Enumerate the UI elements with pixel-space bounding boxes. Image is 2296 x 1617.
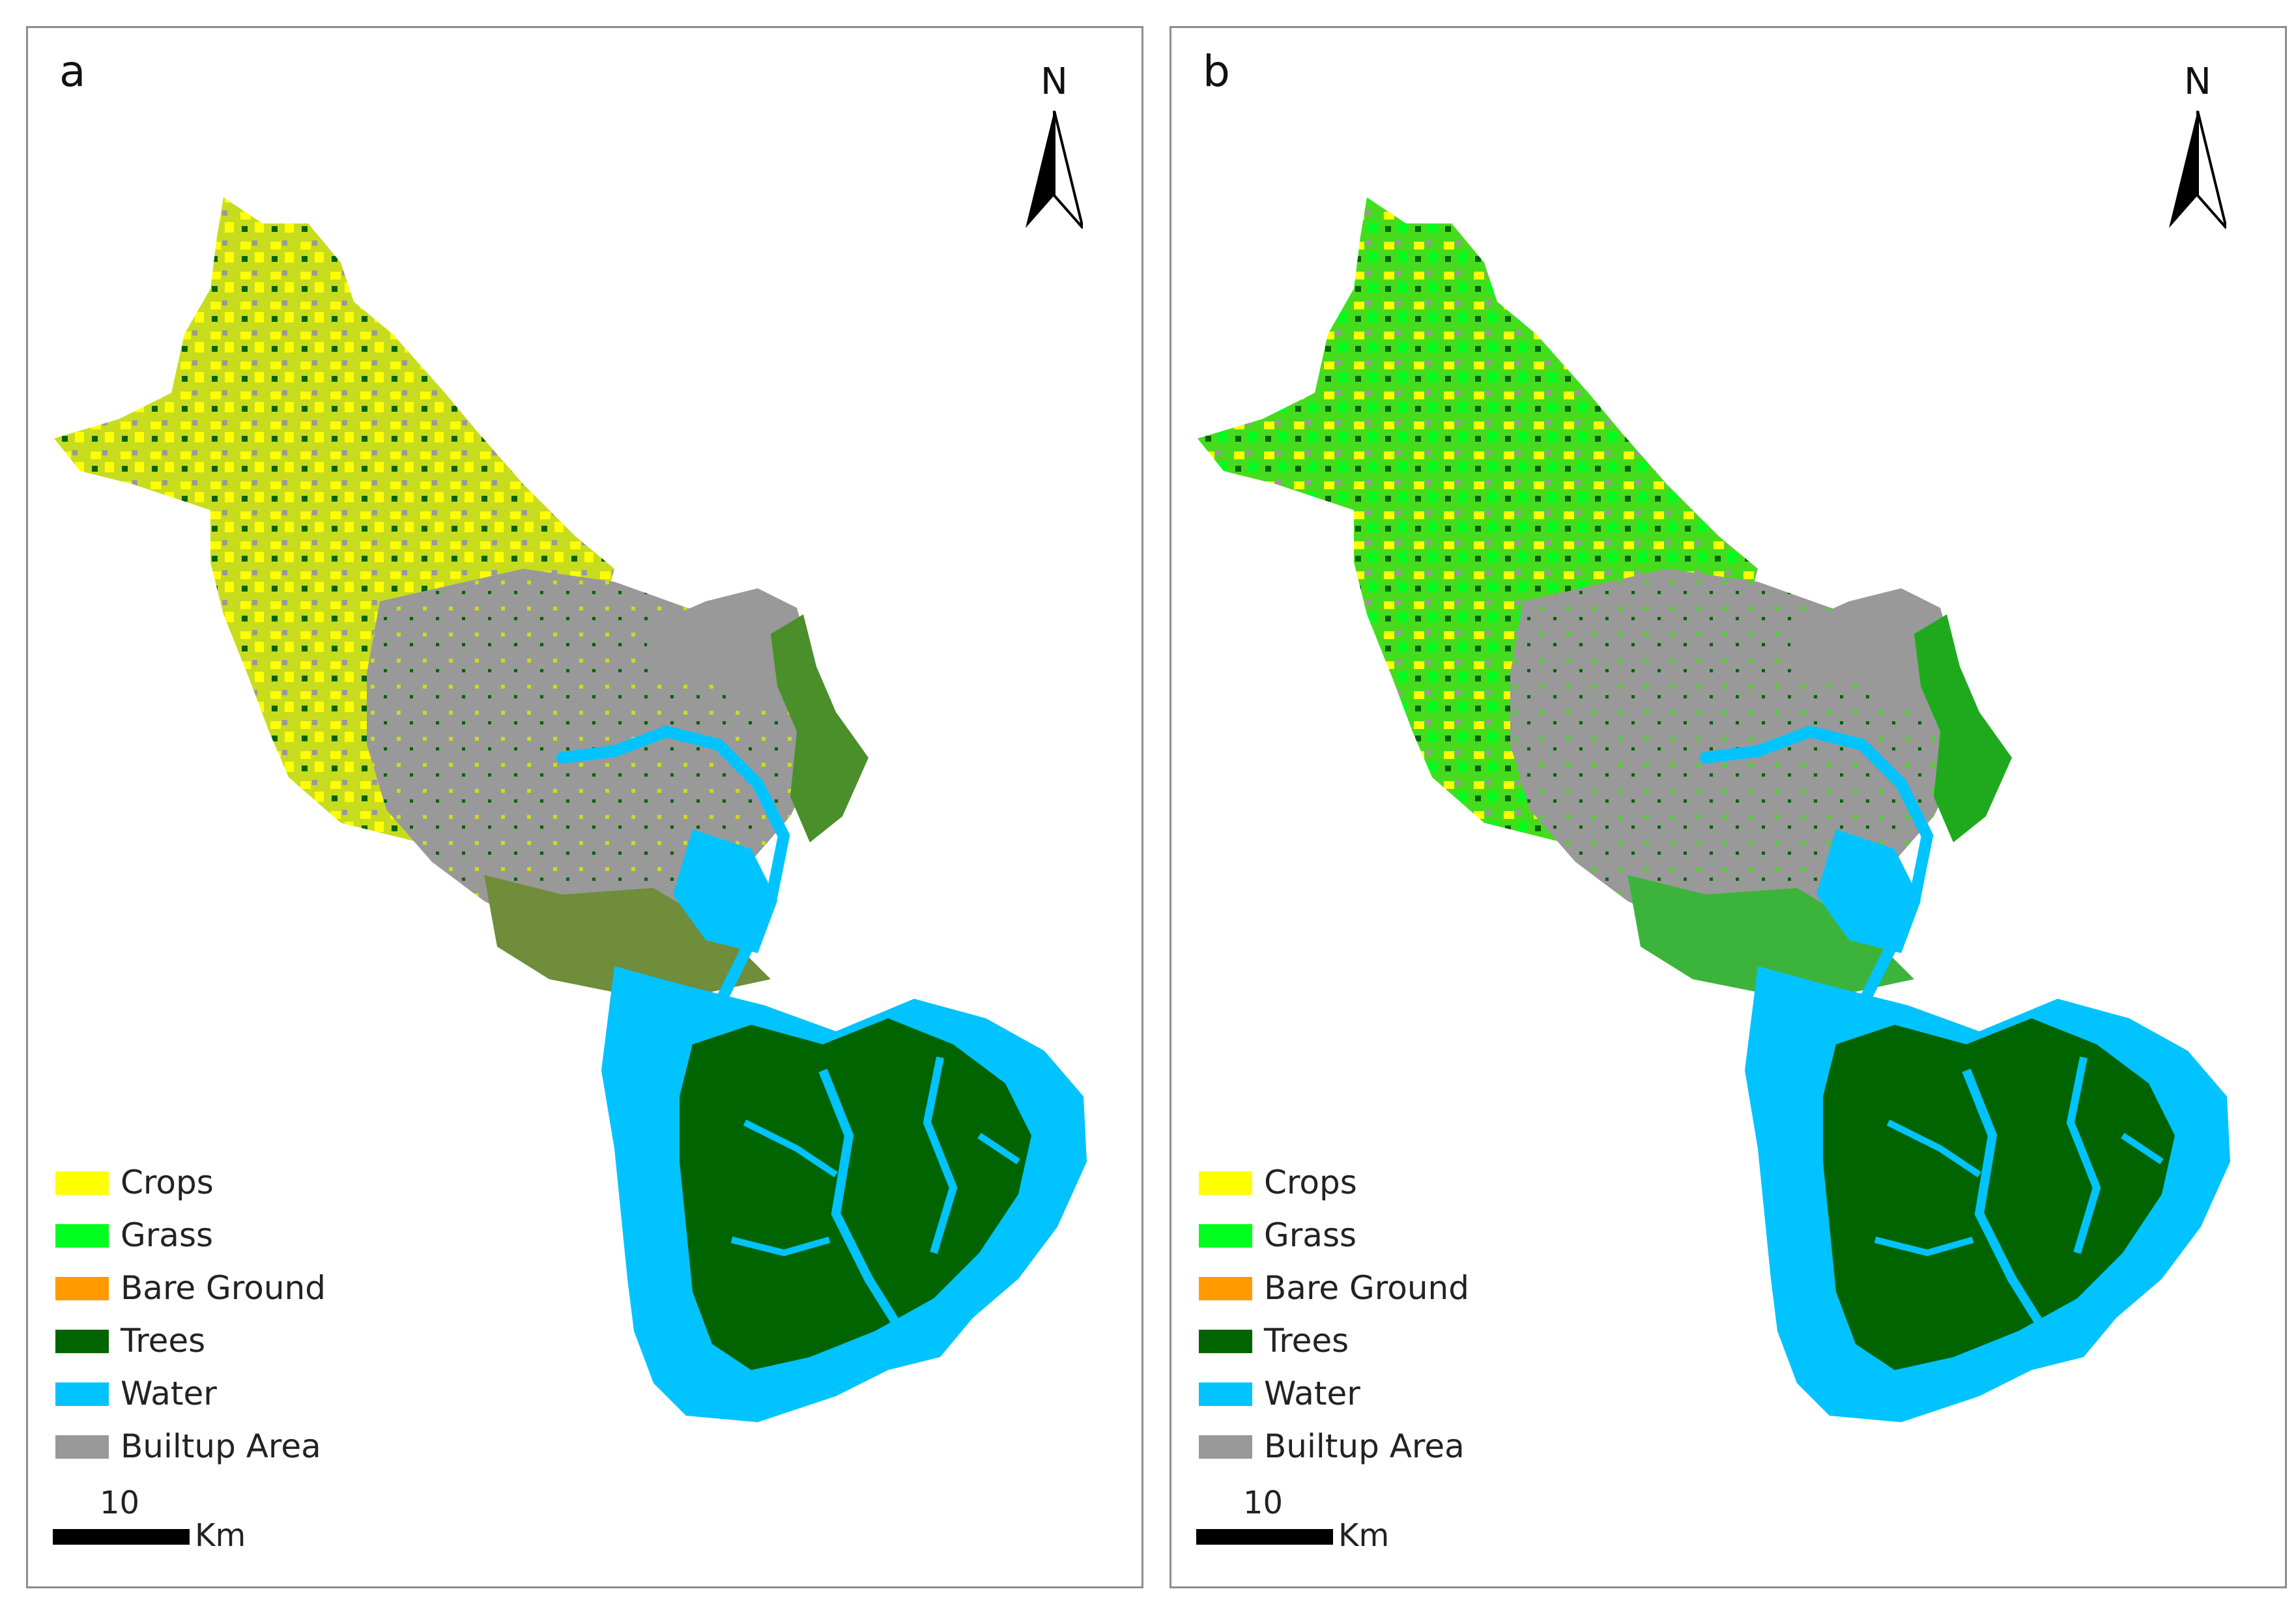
mangrove-channel-a-4 [730,1237,831,1257]
scale-bar: 10 Km [53,1487,261,1559]
legend-label: Water [1264,1375,1360,1412]
legend-label: Crops [1264,1164,1357,1201]
legend-swatch [55,1224,109,1248]
map-panel-a: a N Crops Grass Bare Ground Trees Water [26,26,1143,1588]
north-letter: N [1040,61,1068,103]
legend-label: Crops [121,1164,214,1201]
legend-swatch [55,1171,109,1195]
legend-label: Water [121,1375,217,1412]
east-bank-a [771,614,868,842]
scale-unit: Km [195,1517,246,1554]
legend-swatch [1199,1330,1252,1353]
scale-value: 10 [1243,1485,1284,1521]
legend-swatch [1199,1171,1252,1195]
scale-unit: Km [1338,1517,1390,1554]
northeast-builtup-b [1790,588,1953,706]
mangrove-channel-b-4 [1874,1237,1974,1257]
land-cover-map-b [1198,197,2230,1422]
legend-swatch [1199,1435,1252,1459]
legend-swatch [1199,1382,1252,1406]
mangrove-forest-b [1823,1018,2175,1370]
mangrove-channel-b-2 [2066,1056,2101,1254]
land-cover-map-a [54,197,1087,1422]
scale-bar: 10 Km [1196,1487,1405,1559]
mangrove-channel-a-2 [923,1056,958,1254]
north-arrow: N [1022,64,1087,236]
bay-a [673,829,777,953]
east-bank-b [1914,614,2012,842]
north-arrow-icon [1026,111,1083,229]
legend-label: Trees [1264,1322,1349,1360]
panel-label: a [59,46,86,96]
south-central-mixed-b [1628,875,1914,999]
mangrove-channel-a-3 [743,1119,838,1178]
north-arrow: N [2165,64,2230,236]
mangrove-channel-a-5 [977,1132,1020,1165]
legend-swatch [55,1330,109,1353]
south-central-mixed-a [484,875,771,999]
legend-swatch [55,1277,109,1300]
legend-label: Bare Ground [1264,1269,1469,1307]
bay-b [1816,829,1921,953]
mangrove-channel-a-1 [818,1068,905,1334]
legend-label: Bare Ground [121,1269,326,1307]
mangrove-channel-b-1 [1962,1068,2048,1334]
legend-label: Builtup Area [121,1427,321,1465]
legend-swatch [1199,1224,1252,1248]
legend-label: Trees [121,1322,206,1360]
north-arrow-icon [2169,111,2226,229]
legend-label: Builtup Area [1264,1427,1465,1465]
legend-swatch [55,1435,109,1459]
legend-label: Grass [121,1216,214,1254]
north-letter: N [2184,61,2211,103]
panel-label: b [1203,46,1230,96]
map-panel-b: b N Crops Grass Bare Ground Trees Water [1170,26,2287,1588]
scale-line [1196,1529,1333,1545]
legend-swatch [1199,1277,1252,1300]
scale-line [53,1529,190,1545]
legend-swatch [55,1382,109,1406]
legend-label: Grass [1264,1216,1357,1254]
scale-value: 10 [100,1485,140,1521]
mangrove-channel-b-5 [2121,1132,2164,1165]
mangrove-forest-a [680,1018,1031,1370]
mangrove-channel-b-3 [1886,1119,1981,1178]
northeast-builtup-a [647,588,810,706]
